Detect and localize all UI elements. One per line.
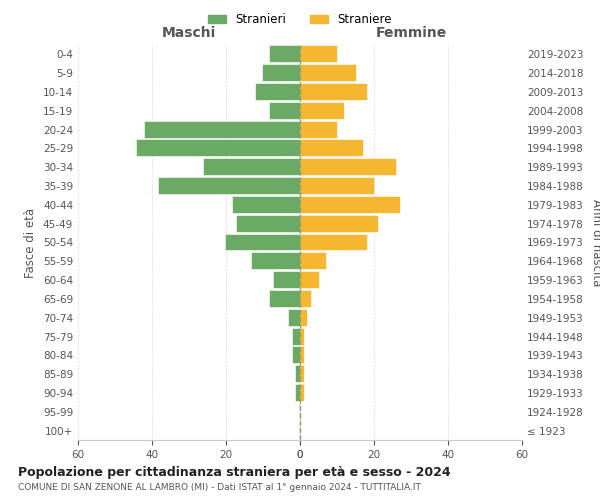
Bar bbox=[160, 178, 300, 194]
Title: Femmine: Femmine bbox=[376, 26, 446, 40]
Bar bbox=[300, 366, 304, 382]
Title: Maschi: Maschi bbox=[162, 26, 216, 40]
Bar bbox=[226, 234, 300, 250]
Bar bbox=[300, 254, 326, 270]
Bar bbox=[289, 310, 300, 326]
Bar bbox=[274, 272, 300, 288]
Bar bbox=[271, 46, 300, 62]
Bar bbox=[271, 291, 300, 307]
Bar bbox=[300, 103, 344, 119]
Bar bbox=[300, 216, 378, 232]
Bar bbox=[237, 216, 300, 232]
Bar bbox=[293, 328, 300, 344]
Bar bbox=[271, 103, 300, 119]
Bar bbox=[300, 46, 337, 62]
Bar bbox=[300, 197, 400, 213]
Bar bbox=[252, 254, 300, 270]
Bar bbox=[300, 328, 304, 344]
Y-axis label: Fasce di età: Fasce di età bbox=[25, 208, 37, 278]
Bar bbox=[204, 160, 300, 176]
Bar bbox=[137, 140, 300, 156]
Bar bbox=[263, 65, 300, 81]
Bar bbox=[300, 84, 367, 100]
Bar bbox=[300, 272, 319, 288]
Bar bbox=[300, 140, 363, 156]
Bar bbox=[256, 84, 300, 100]
Bar bbox=[296, 385, 300, 401]
Bar bbox=[233, 197, 300, 213]
Bar bbox=[300, 348, 304, 364]
Text: COMUNE DI SAN ZENONE AL LAMBRO (MI) - Dati ISTAT al 1° gennaio 2024 - TUTTITALIA: COMUNE DI SAN ZENONE AL LAMBRO (MI) - Da… bbox=[18, 484, 421, 492]
Bar bbox=[300, 122, 337, 138]
Bar bbox=[300, 310, 307, 326]
Text: Popolazione per cittadinanza straniera per età e sesso - 2024: Popolazione per cittadinanza straniera p… bbox=[18, 466, 451, 479]
Bar bbox=[300, 385, 304, 401]
Bar bbox=[300, 234, 367, 250]
Bar bbox=[145, 122, 300, 138]
Bar bbox=[300, 291, 311, 307]
Bar bbox=[293, 348, 300, 364]
Bar bbox=[300, 160, 396, 176]
Bar bbox=[300, 65, 355, 81]
Bar bbox=[296, 366, 300, 382]
Legend: Stranieri, Straniere: Stranieri, Straniere bbox=[203, 8, 397, 31]
Y-axis label: Anni di nascita: Anni di nascita bbox=[590, 199, 600, 286]
Bar bbox=[300, 178, 374, 194]
